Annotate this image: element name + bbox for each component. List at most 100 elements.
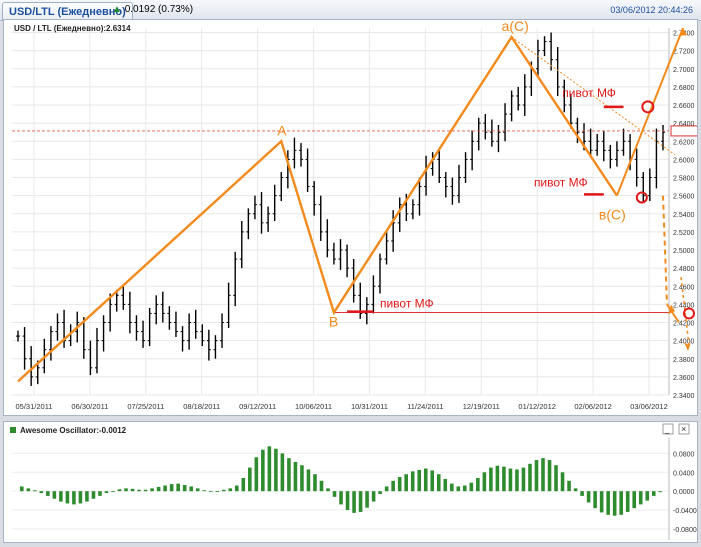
ao-bar [241, 477, 246, 492]
ao-bar [495, 465, 500, 492]
ao-bar [98, 491, 102, 496]
y-tick-label: 2.3400 [673, 393, 695, 400]
ao-bar [228, 488, 233, 492]
y-tick-label: 2.6200 [673, 139, 695, 146]
y-tick-label: 2.3600 [673, 375, 695, 382]
timestamp: 03/06/2012 20:44:26 [610, 5, 693, 15]
ao-bar [404, 474, 408, 492]
ao-bar [163, 485, 167, 492]
chart-title: USD / LTL (Ежедневно):2.6314 [14, 24, 131, 33]
ao-bar [619, 491, 623, 515]
last-price-box [670, 125, 700, 137]
ao-bar [365, 491, 369, 508]
ao-bar [586, 491, 591, 503]
ao-bar [489, 467, 493, 492]
pivot-label-mid: пивот МФ [534, 175, 588, 189]
ao-bar [352, 491, 356, 513]
ao-bar [26, 488, 31, 492]
ao-bar [573, 488, 578, 492]
wave-line [17, 34, 618, 383]
ao-bar [300, 465, 304, 492]
minimize-button[interactable] [662, 423, 674, 435]
x-tick-label: 09/12/2011 [239, 402, 276, 411]
ao-bar [378, 491, 382, 495]
ao-bar [384, 486, 389, 492]
ao-bar [651, 491, 656, 496]
ao-bar [195, 488, 200, 492]
ao-bar [612, 491, 617, 516]
change-value: 0.0192 (0.73%) [124, 4, 194, 15]
point-label-b: B [329, 314, 338, 330]
ao-bar [117, 489, 122, 492]
x-tick-label: 03/06/2012 [630, 402, 668, 411]
ao-bar [124, 488, 128, 492]
top-bar: USD/LTL (Ежедневно) ▲ 0.0192 (0.73%) 03/… [0, 0, 701, 21]
ao-bar [248, 467, 252, 492]
ao-bar [319, 480, 324, 492]
x-tick-label: 05/31/2011 [16, 402, 53, 411]
ao-bar [528, 463, 532, 492]
ao-tick-label: 0.0400 [673, 470, 695, 477]
ao-bar [235, 485, 239, 492]
x-tick-label: 10/31/2011 [351, 402, 388, 411]
ao-bar [182, 485, 187, 492]
ao-bar [632, 491, 637, 509]
ao-tick-label: 0.0800 [673, 451, 695, 458]
close-icon: × [681, 424, 686, 434]
ao-bar [436, 474, 441, 492]
oscillator-title: Awesome Oscillator:-0.0012 [20, 426, 127, 435]
symbol-tab[interactable]: USD/LTL (Ежедневно) [2, 2, 133, 21]
price-panel: 2.74002.72002.70002.68002.66002.64002.63… [3, 18, 700, 416]
ao-bar [293, 461, 298, 492]
ao-bar [46, 491, 50, 496]
oscillator-panel: Awesome Oscillator:-0.0012 _ × 0.0800 0.0400… [3, 421, 698, 543]
y-tick-label: 2.6800 [673, 85, 695, 92]
pivot-circle-high [641, 100, 655, 114]
x-tick-label: 06/30/2011 [71, 402, 108, 411]
minimize-icon: _ [664, 425, 670, 434]
ao-bar [599, 491, 604, 513]
ao-bar [267, 446, 272, 492]
ao-bar [554, 465, 558, 492]
ao-tick-label: -0.0800 [673, 527, 697, 534]
ao-bar [20, 486, 24, 492]
ao-bar [111, 491, 115, 492]
point-label-c-top: a(C) [502, 20, 529, 34]
ao-bar [78, 491, 83, 504]
y-tick-label: 2.7200 [673, 49, 695, 56]
ao-bar [476, 477, 480, 492]
ao-bar [469, 482, 474, 492]
ao-bar [189, 486, 193, 492]
y-tick-label: 2.4200 [673, 321, 695, 328]
ao-bar [423, 468, 428, 492]
ao-bar [645, 491, 650, 501]
ao-bar [306, 469, 311, 492]
ao-bar [202, 490, 207, 492]
point-label-a: A [277, 122, 287, 138]
ao-bar [130, 488, 135, 492]
ao-bar [443, 478, 448, 492]
ao-bar [85, 491, 89, 502]
ao-bar [143, 489, 148, 492]
y-tick-label: 2.6600 [673, 103, 695, 110]
x-tick-label: 01/12/2012 [518, 402, 556, 411]
x-tick-label: 11/24/2011 [407, 402, 443, 411]
ao-bar [593, 491, 597, 509]
ao-bar [430, 470, 435, 492]
ao-bar [215, 491, 220, 492]
ao-bar [339, 491, 343, 505]
change-readout: ▲ 0.0192 (0.73%) [112, 4, 193, 15]
ao-bar [397, 477, 402, 492]
ao-bar [261, 449, 265, 492]
ao-bar [456, 486, 461, 492]
close-button[interactable] [678, 423, 690, 435]
y-tick-label: 2.3800 [673, 357, 695, 364]
y-tick-label: 2.5600 [673, 194, 695, 201]
x-tick-label: 12/19/2011 [463, 402, 500, 411]
ao-bar [169, 484, 174, 492]
y-tick-label: 2.5200 [673, 230, 695, 237]
pivot-label-high: пивот МФ [562, 86, 616, 100]
ao-bar [547, 460, 552, 492]
ao-bar [625, 491, 630, 512]
y-tick-label: 2.4600 [673, 284, 695, 291]
